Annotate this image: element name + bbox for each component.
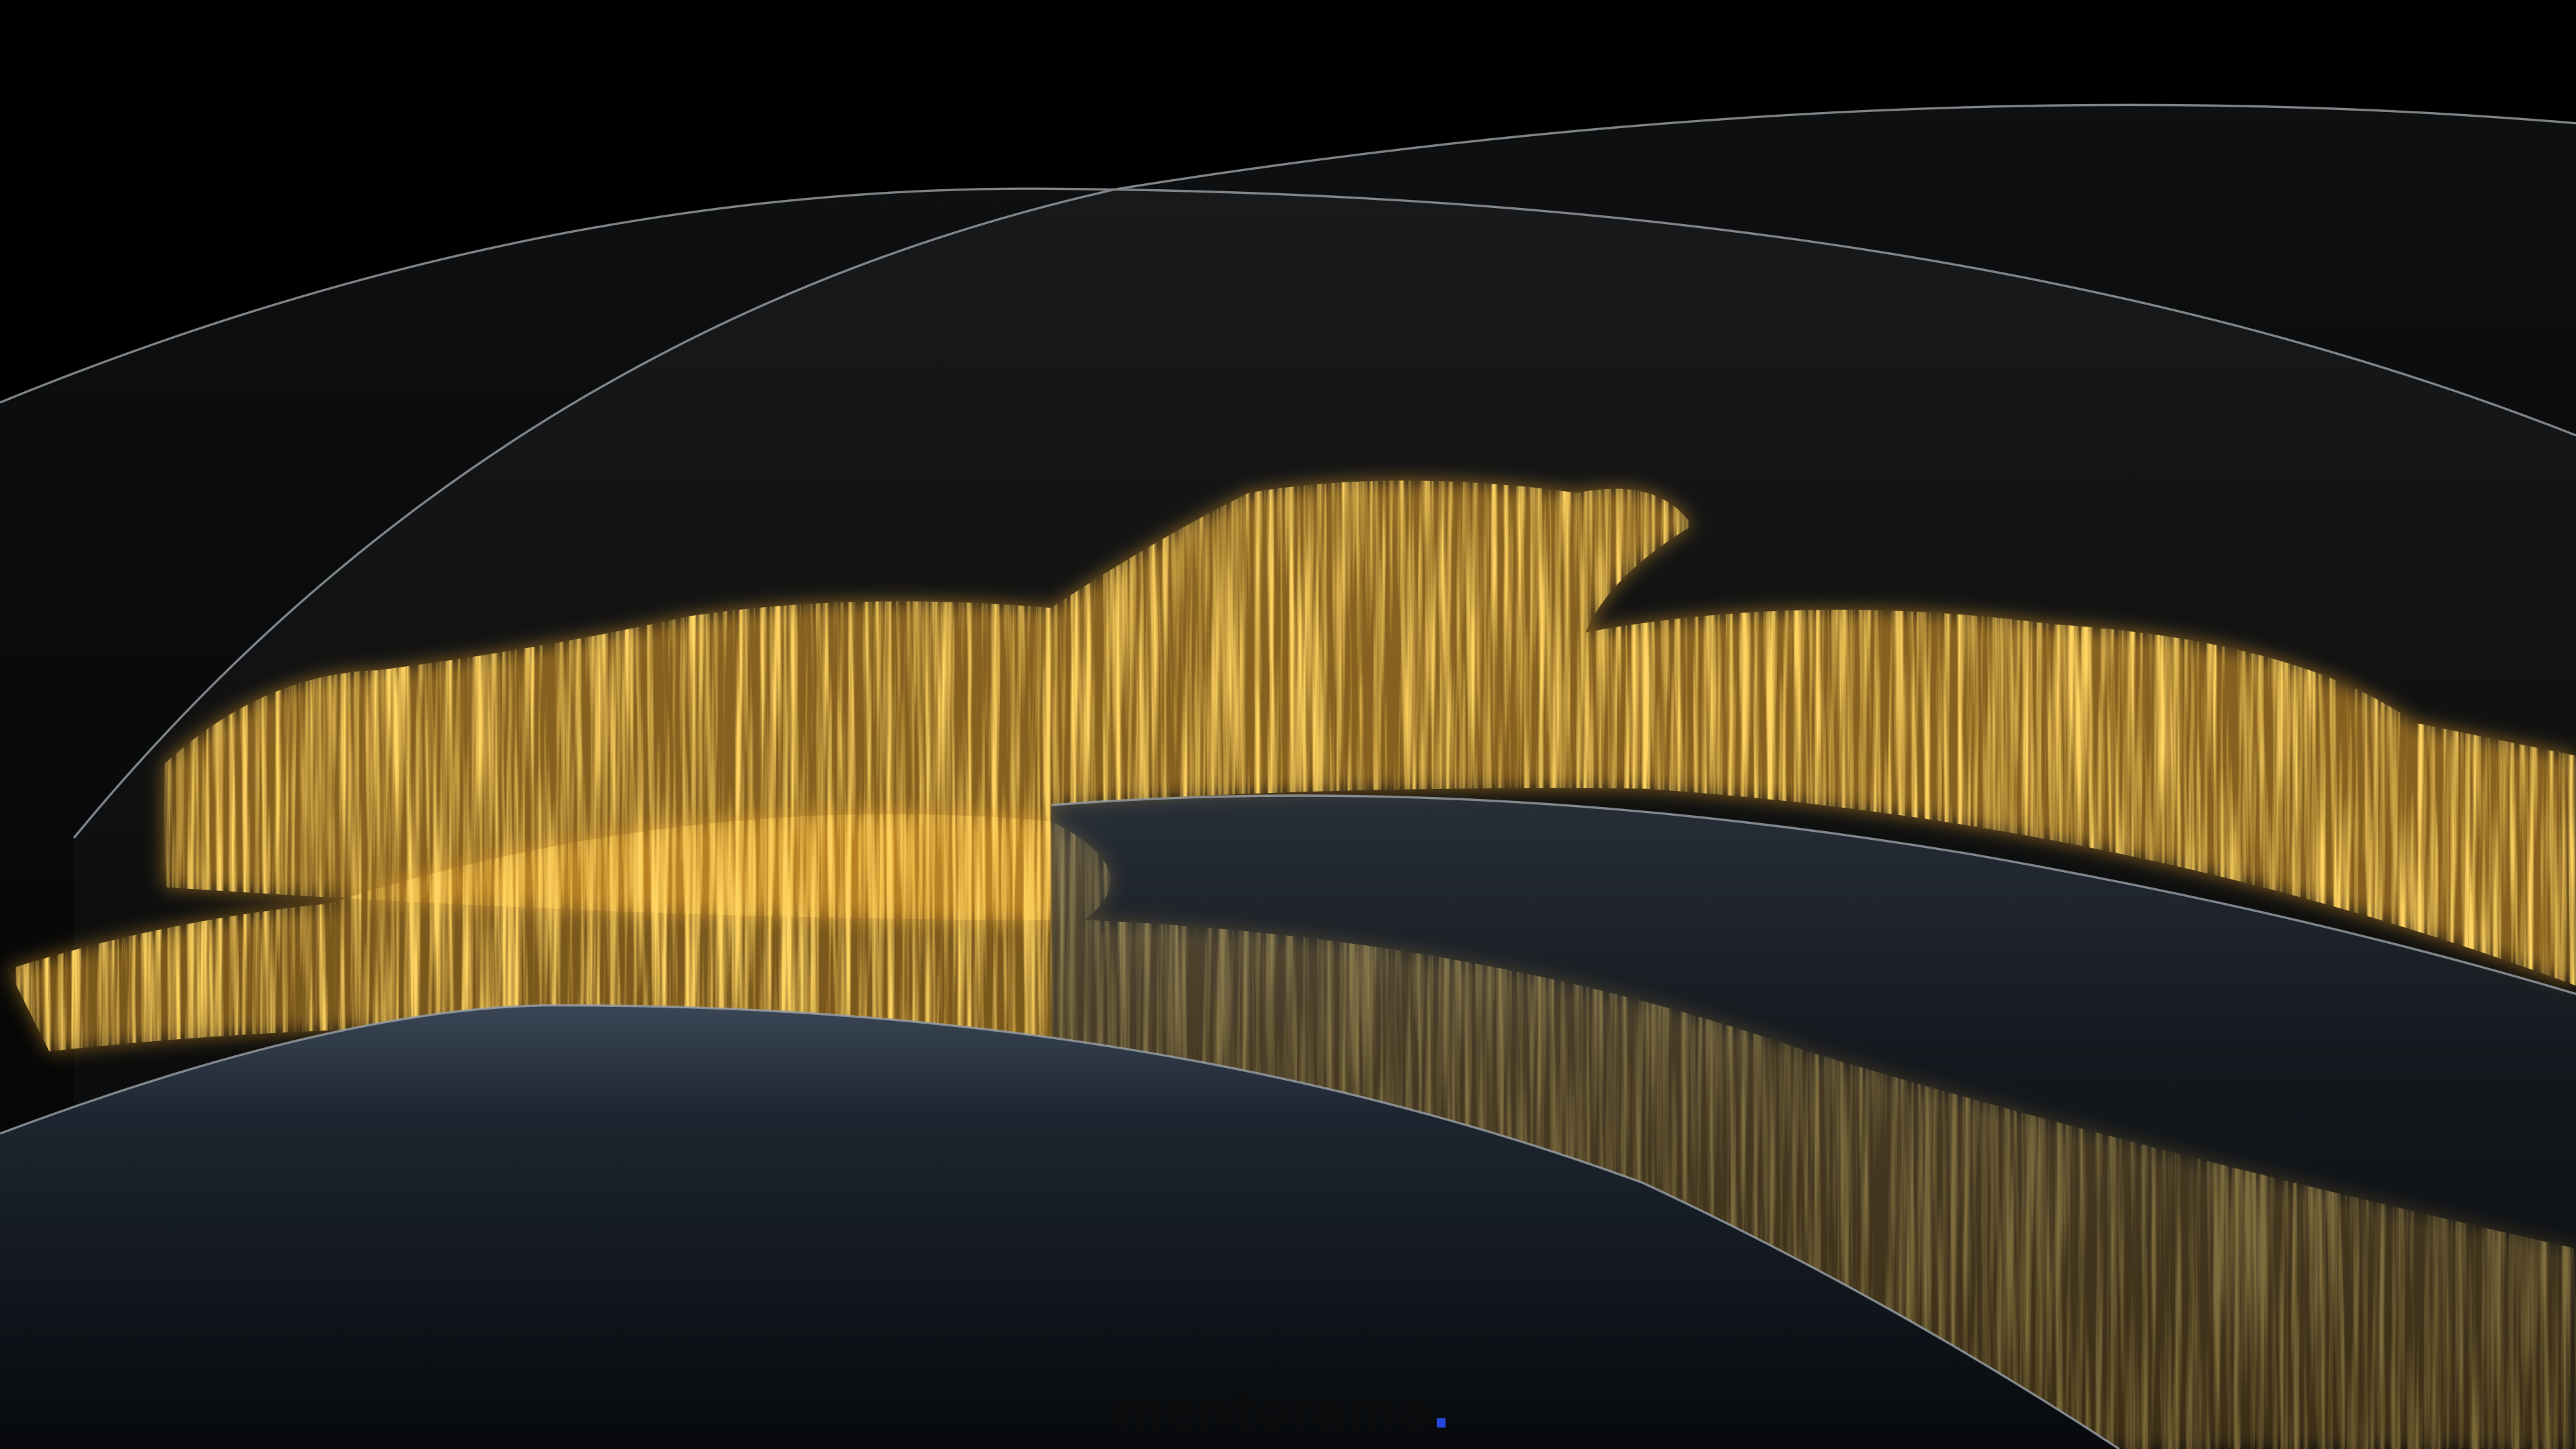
earth-surface-near [0, 1005, 2120, 1449]
earth-surface-far [1051, 796, 2576, 1449]
watermark: mentorama. [1112, 1383, 1450, 1440]
brand-name: mentorama [1112, 1383, 1432, 1440]
orbit-lines [0, 103, 2576, 1449]
brand-dot: . [1432, 1383, 1450, 1440]
